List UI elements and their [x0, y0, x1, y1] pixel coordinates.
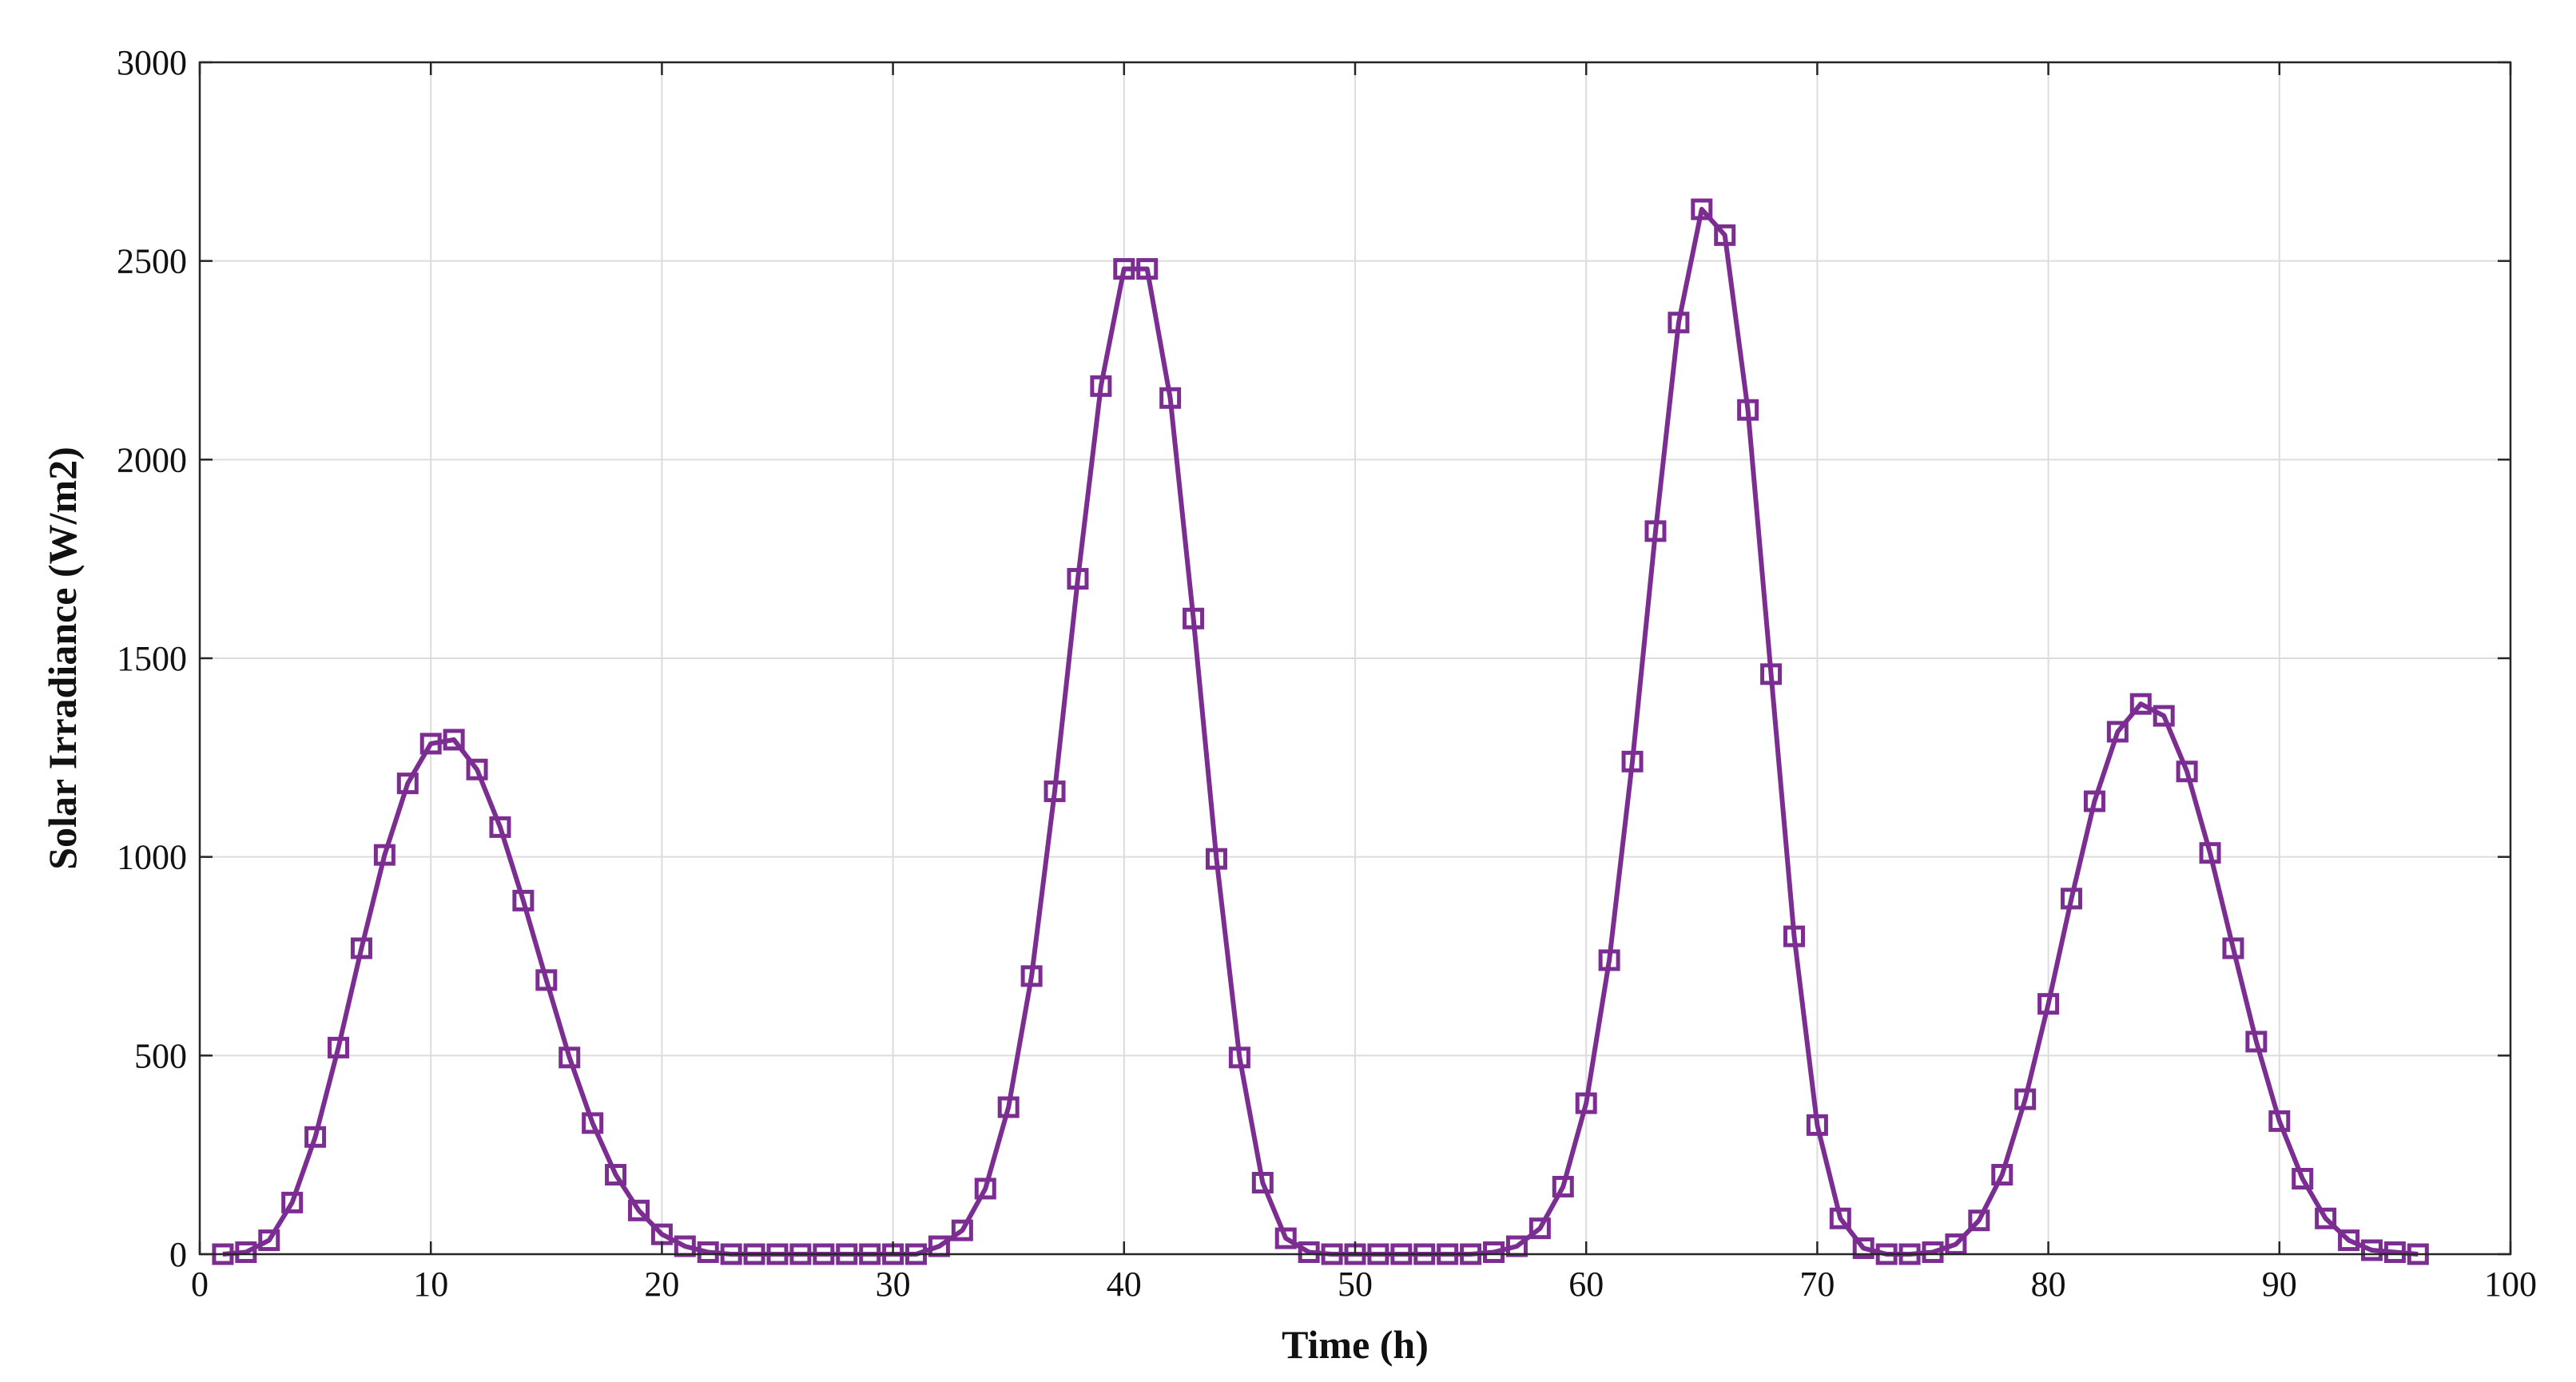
- x-tick-label: 70: [1799, 1265, 1835, 1304]
- data-point-marker: [1298, 1241, 1320, 1264]
- y-tick-label: 1000: [117, 838, 187, 877]
- data-point-marker: [2129, 693, 2152, 715]
- x-tick-label: 80: [2031, 1265, 2066, 1304]
- x-axis-label: Time (h): [1282, 1322, 1429, 1367]
- y-tick-label: 2000: [117, 440, 187, 479]
- data-point-marker: [951, 1219, 973, 1241]
- y-tick-label: 2500: [117, 242, 187, 281]
- data-point-marker: [582, 1112, 604, 1134]
- x-tick-label: 50: [1338, 1265, 1373, 1304]
- data-point-marker: [258, 1229, 280, 1252]
- x-tick-label: 10: [413, 1265, 448, 1304]
- data-point-marker: [1113, 258, 1135, 280]
- data-point-marker: [489, 816, 511, 838]
- data-point-marker: [373, 844, 396, 866]
- data-point-marker: [2037, 993, 2060, 1015]
- data-point-marker: [605, 1164, 627, 1186]
- data-point-marker: [1852, 1237, 1874, 1260]
- data-point-marker: [419, 733, 442, 755]
- data-point-marker: [512, 889, 535, 911]
- data-point-marker: [235, 1241, 257, 1264]
- data-point-marker: [1067, 568, 1089, 590]
- data-point-marker: [2061, 888, 2083, 910]
- data-point-marker: [1205, 848, 1227, 870]
- data-point-marker: [281, 1191, 304, 1213]
- data-point-marker: [1714, 224, 1736, 246]
- data-point-marker: [1829, 1207, 1851, 1229]
- x-tick-label: 90: [2262, 1265, 2297, 1304]
- data-point-marker: [1251, 1171, 1274, 1193]
- data-point-marker: [2338, 1229, 2360, 1252]
- x-tick-label: 60: [1568, 1265, 1604, 1304]
- x-tick-label: 100: [2484, 1265, 2537, 1304]
- y-tick-label: 0: [169, 1235, 187, 1274]
- data-point-marker: [1991, 1164, 2013, 1186]
- data-point-marker: [535, 969, 558, 991]
- data-point-marker: [2245, 1031, 2268, 1053]
- data-point-marker: [997, 1096, 1020, 1118]
- data-point-marker: [2014, 1088, 2037, 1110]
- data-point-marker: [1806, 1114, 1828, 1136]
- grid-lines: [200, 62, 2510, 1254]
- data-point-marker: [2083, 790, 2105, 812]
- data-point-marker: [2360, 1239, 2383, 1261]
- data-point-marker: [1552, 1175, 1574, 1197]
- x-tick-label: 0: [191, 1265, 209, 1304]
- data-point-marker: [627, 1199, 650, 1221]
- data-point-marker: [2315, 1207, 2337, 1229]
- data-point-marker: [1621, 750, 1644, 772]
- data-point-marker: [1575, 1092, 1597, 1114]
- data-point-marker: [2176, 760, 2198, 783]
- data-point-marker: [2222, 937, 2244, 959]
- data-point-marker: [328, 1036, 350, 1058]
- data-point-marker: [1945, 1233, 1967, 1256]
- data-point-marker: [559, 1046, 581, 1069]
- data-point-marker: [1159, 387, 1182, 409]
- data-point-marker: [1968, 1209, 1990, 1232]
- x-tick-label: 40: [1107, 1265, 1142, 1304]
- y-tick-label: 1500: [117, 639, 187, 678]
- data-point-marker: [2106, 721, 2129, 743]
- data-point-marker: [1136, 258, 1159, 280]
- x-tick-label: 30: [876, 1265, 911, 1304]
- series-layer: [212, 198, 2429, 1265]
- data-point-marker: [396, 772, 419, 795]
- data-point-marker: [2383, 1241, 2406, 1264]
- data-point-marker: [2292, 1168, 2314, 1190]
- data-point-marker: [1090, 375, 1112, 397]
- data-point-marker: [2268, 1110, 2291, 1132]
- data-point-marker: [2199, 842, 2221, 864]
- data-point-marker: [1598, 949, 1620, 971]
- data-point-marker: [1044, 780, 1066, 803]
- data-point-marker: [1737, 399, 1759, 421]
- data-point-marker: [1183, 607, 1205, 629]
- y-tick-label: 500: [134, 1036, 187, 1075]
- data-point-marker: [1020, 965, 1043, 987]
- axis-ticks: 0 10 20 30 40 50 60 70 80 90 100050010001500200025…: [117, 43, 2537, 1304]
- data-point-marker: [1228, 1046, 1250, 1069]
- data-point-marker: [974, 1177, 996, 1200]
- data-point-marker: [1483, 1241, 1505, 1264]
- y-tick-label: 3000: [117, 43, 187, 82]
- data-point-marker: [1668, 312, 1690, 334]
- data-point-marker: [1760, 663, 1783, 685]
- data-point-marker: [1922, 1241, 1944, 1264]
- data-point-marker: [304, 1126, 327, 1148]
- x-tick-label: 20: [644, 1265, 679, 1304]
- y-axis-label: Solar Irradiance (W/m2): [40, 447, 85, 870]
- data-point-marker: [466, 758, 488, 780]
- data-point-marker: [1691, 198, 1713, 220]
- data-point-marker: [1644, 520, 1667, 542]
- series-line: [222, 207, 2419, 1257]
- data-point-marker: [1529, 1217, 1551, 1240]
- data-point-marker: [697, 1241, 719, 1264]
- data-point-marker: [350, 937, 372, 959]
- data-point-marker: [2153, 705, 2175, 727]
- data-point-marker: [1783, 925, 1805, 947]
- data-point-marker: [443, 729, 465, 751]
- data-point-marker: [1274, 1227, 1297, 1249]
